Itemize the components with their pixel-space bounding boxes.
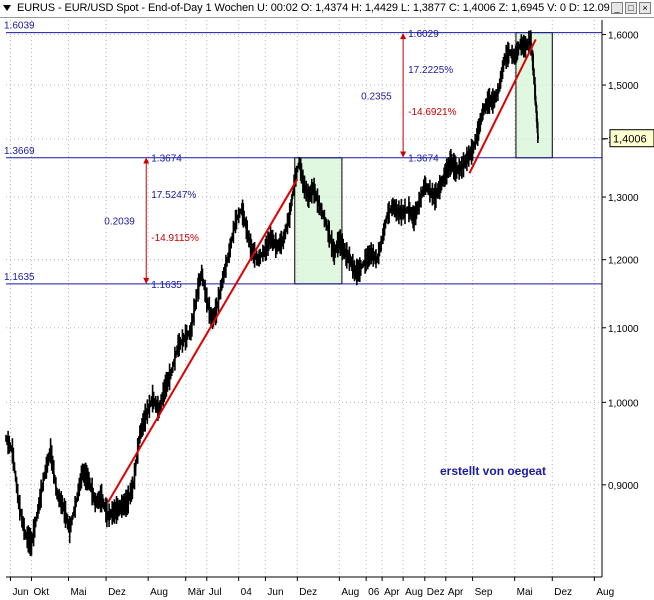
y-tick-label: 1,6000 — [608, 31, 639, 42]
x-tick-label: Aug — [150, 587, 168, 598]
level-lines — [6, 32, 602, 285]
x-tick-label: Jun — [267, 587, 283, 598]
price-line — [5, 37, 539, 546]
measure-arrow-head-up — [143, 157, 150, 164]
y-tick-label: 1,5000 — [608, 81, 639, 92]
trend-line — [107, 178, 299, 503]
x-tick-label: Dez — [554, 587, 572, 598]
minimize-button[interactable]: _ — [611, 2, 623, 14]
chart-title: EURUS - EUR/USD Spot - End-of-Day 1 Woch… — [17, 2, 610, 14]
chart-labels: 1.6039 1.3669 1.1635 17.5247% 0.2039 -14.9115… — [4, 21, 546, 478]
price-series — [5, 30, 539, 557]
last-price-box — [609, 129, 654, 148]
x-tick-label: Jun — [12, 587, 28, 598]
level-label-left: 1.3669 — [4, 146, 35, 157]
x-tick-label: Aug — [341, 587, 359, 598]
x-tick-label: 06 — [368, 587, 380, 598]
x-tick-label: Apr — [448, 587, 464, 598]
axes: 1,60001,50001,40001,30001,20001,10001,00… — [6, 20, 654, 598]
measure-pct-up: 17.5247% — [151, 190, 196, 201]
measure-arrow-head-down — [143, 277, 150, 284]
x-tick-label: Mai — [517, 587, 533, 598]
author-annotation: erstellt von oegeat — [440, 464, 546, 478]
x-tick-label: Aug — [596, 587, 614, 598]
level-label-left: 1.1635 — [4, 272, 35, 283]
trend-line — [468, 39, 537, 174]
measure-top-label: 1.6029 — [408, 29, 439, 40]
close-button[interactable]: × — [639, 2, 651, 14]
measure-arrows — [143, 33, 407, 284]
x-tick-label: Jul — [209, 587, 222, 598]
measure-arrow-head-down — [400, 151, 407, 158]
last-price-label: 1,4006 — [613, 134, 647, 146]
x-tick-label: Dez — [108, 587, 126, 598]
x-tick-label: Dez — [299, 587, 317, 598]
y-tick-label: 0,9000 — [608, 481, 639, 492]
y-tick-label: 1,2000 — [608, 256, 639, 267]
x-tick-label: Mär — [188, 587, 206, 598]
trend-lines — [107, 39, 537, 503]
measure-pct-down: -14.6921% — [408, 107, 456, 118]
chart-titlebar: EURUS - EUR/USD Spot - End-of-Day 1 Woch… — [0, 0, 654, 18]
x-tick-label: Dez — [427, 587, 445, 598]
x-tick-label: Aug — [405, 587, 423, 598]
x-tick-label: 04 — [241, 587, 253, 598]
measure-diff: 0.2039 — [104, 217, 135, 228]
measure-top-label: 1.3674 — [151, 153, 182, 164]
dropdown-arrow-icon[interactable] — [3, 5, 11, 11]
measure-arrow-head-up — [400, 33, 407, 40]
level-label-left: 1.6039 — [4, 21, 35, 32]
y-tick-label: 1,3000 — [608, 193, 639, 204]
y-tick-label: 1,1000 — [608, 324, 639, 335]
x-tick-label: Apr — [384, 587, 400, 598]
y-tick-label: 1,0000 — [608, 398, 639, 409]
measure-bottom-label: 1.3674 — [408, 153, 439, 164]
x-tick-label: Mai — [70, 587, 86, 598]
measure-bottom-label: 1.1635 — [151, 280, 182, 291]
measure-pct-up: 17.2225% — [408, 65, 453, 76]
x-tick-label: Sep — [475, 587, 493, 598]
maximize-button[interactable]: □ — [625, 2, 637, 14]
x-tick-label: Okt — [33, 587, 49, 598]
measure-diff: 0.2355 — [361, 91, 392, 102]
measure-pct-down: -14.9115% — [151, 233, 199, 244]
